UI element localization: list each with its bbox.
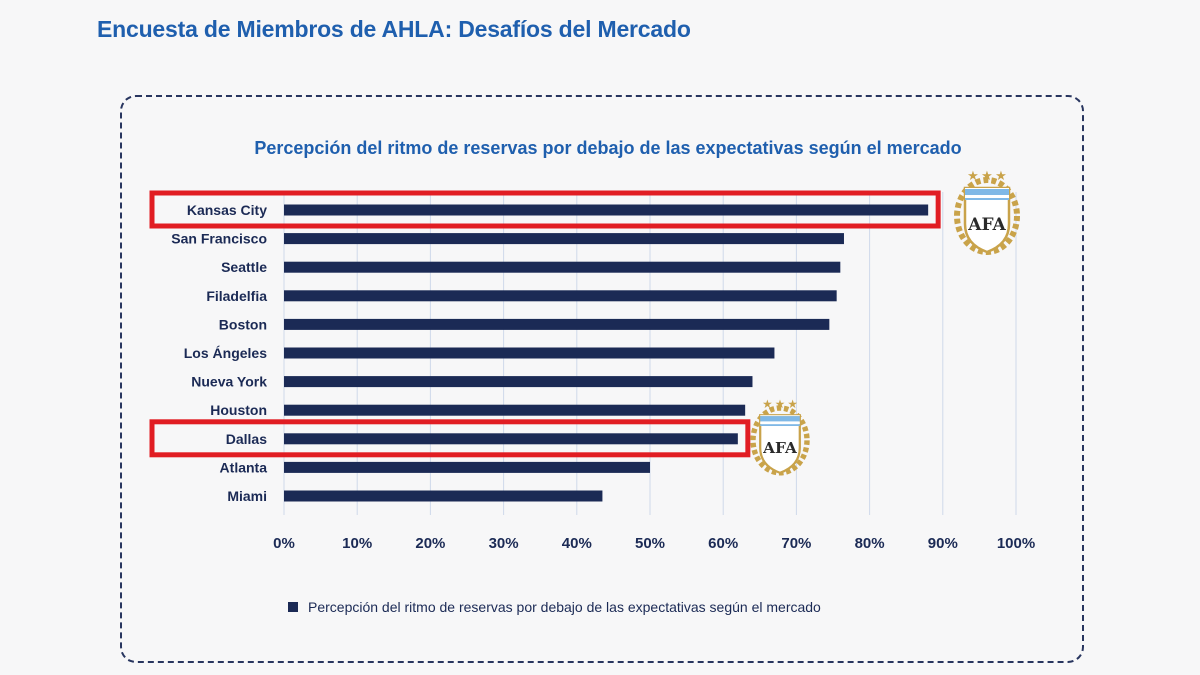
category-labels: Kansas City San Francisco Seattle Filadelfi… xyxy=(171,202,267,504)
x-tick-label: 40% xyxy=(562,535,592,552)
bars xyxy=(284,204,929,502)
chart-title: Percepción del ritmo de reservas por deb… xyxy=(254,138,961,158)
bar xyxy=(284,433,738,445)
category-label: Houston xyxy=(210,402,267,418)
highlight-boxes xyxy=(149,190,941,458)
star-icon: ★ xyxy=(981,169,993,184)
bar xyxy=(284,318,830,330)
star-icon: ★ xyxy=(762,397,772,411)
star-icon: ★ xyxy=(995,169,1007,184)
bar xyxy=(284,290,837,302)
x-tick-label: 90% xyxy=(928,535,958,552)
chart-card xyxy=(120,95,1084,663)
flag-stripes xyxy=(965,188,1009,200)
crest-text: AFA xyxy=(762,439,798,457)
gridlines xyxy=(283,192,1017,515)
bar xyxy=(284,261,841,273)
bar xyxy=(284,404,746,416)
highlight-box xyxy=(149,190,941,229)
category-label: Dallas xyxy=(226,431,267,447)
x-tick-label: 20% xyxy=(415,535,445,552)
category-label: Miami xyxy=(227,488,267,504)
x-tick-label: 30% xyxy=(489,535,519,552)
bar xyxy=(284,461,650,473)
category-label: Seattle xyxy=(221,259,267,275)
category-label: Los Ángeles xyxy=(184,345,267,361)
flag-stripes xyxy=(760,415,800,426)
afa-crest-icon: ★ ★ ★AFA xyxy=(954,169,1020,255)
bar xyxy=(284,233,844,245)
x-tick-label: 50% xyxy=(635,535,665,552)
afa-crest-icon: ★ ★ ★AFA xyxy=(750,397,810,476)
x-axis-ticks: 0% 10% 20% 30% 40% 50% 60% 70% 80% 90% 100% xyxy=(273,535,1035,552)
category-label: San Francisco xyxy=(171,231,267,247)
bar xyxy=(284,204,929,216)
category-label: Boston xyxy=(219,316,267,332)
x-tick-label: 10% xyxy=(342,535,372,552)
legend-swatch xyxy=(288,602,298,612)
highlight-box xyxy=(149,419,751,458)
star-icon: ★ xyxy=(775,397,785,411)
crest-shield xyxy=(759,414,801,474)
x-tick-label: 0% xyxy=(273,535,295,552)
crest-text: AFA xyxy=(967,215,1006,235)
category-label: Filadelfia xyxy=(206,288,267,304)
legend: Percepción del ritmo de reservas por deb… xyxy=(288,599,821,615)
bar xyxy=(284,490,603,502)
crest-shield xyxy=(963,186,1011,254)
category-label: Nueva York xyxy=(191,374,267,390)
legend-label: Percepción del ritmo de reservas por deb… xyxy=(308,599,821,615)
x-tick-label: 80% xyxy=(855,535,885,552)
category-label: Atlanta xyxy=(220,459,268,475)
bar xyxy=(284,347,775,359)
star-icon: ★ xyxy=(787,397,797,411)
x-tick-label: 60% xyxy=(708,535,738,552)
category-label: Kansas City xyxy=(187,202,267,218)
star-icon: ★ xyxy=(967,169,979,184)
badges: ★ ★ ★AFA★ ★ ★AFA xyxy=(750,169,1020,476)
x-tick-label: 100% xyxy=(997,535,1035,552)
bar xyxy=(284,376,753,388)
page-title: Encuesta de Miembros de AHLA: Desafíos d… xyxy=(97,16,691,42)
x-tick-label: 70% xyxy=(781,535,811,552)
